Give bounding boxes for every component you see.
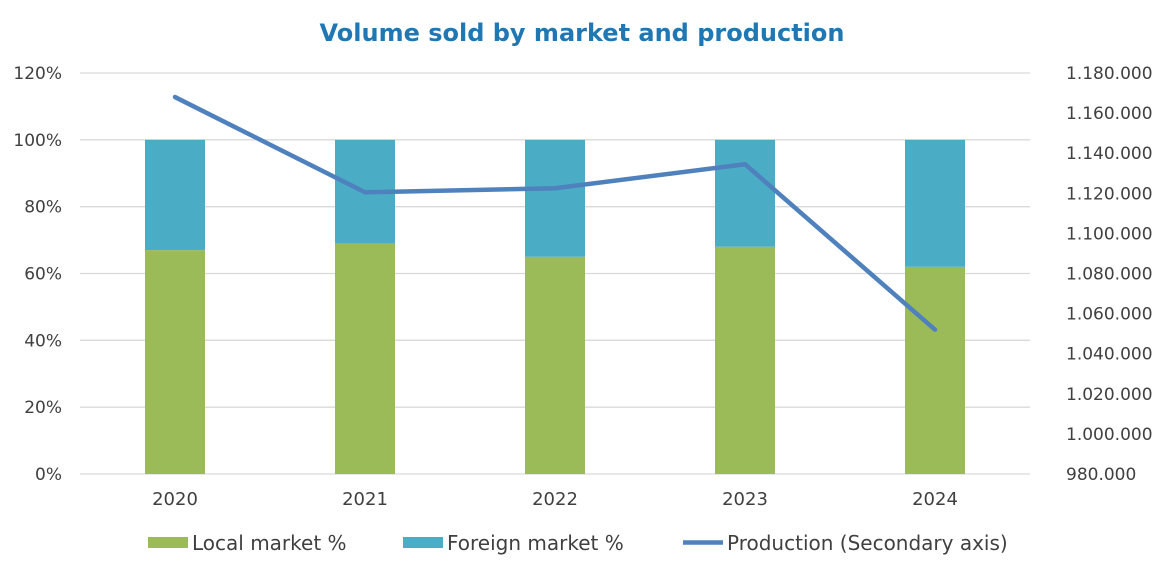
legend-label: Production (Secondary axis) [727, 531, 1008, 555]
bar-local-market [715, 246, 775, 474]
y-primary-tick-label: 0% [35, 465, 62, 485]
y-secondary-tick-label: 1.100.000 [1066, 224, 1153, 244]
y-primary-tick-label: 40% [24, 331, 62, 351]
x-axis: 2020 2021 2022 2023 2024 [152, 489, 958, 510]
legend-swatch [403, 537, 443, 548]
production-line [172, 94, 938, 332]
y-secondary-tick-label: 1.060.000 [1066, 305, 1153, 325]
x-tick-label: 2024 [912, 489, 958, 510]
x-tick-label: 2022 [532, 489, 578, 510]
bar-foreign-market [145, 139, 205, 251]
secondary-y-axis: 980.000 1.000.000 1.020.000 1.040.000 1.060.… [1066, 64, 1153, 485]
x-tick-label: 2021 [342, 489, 388, 510]
x-tick-label: 2023 [722, 489, 768, 510]
production-line-layer [172, 94, 938, 332]
legend-swatch [148, 537, 188, 548]
y-secondary-tick-label: 1.180.000 [1066, 64, 1153, 84]
y-secondary-tick-label: 980.000 [1066, 465, 1136, 485]
y-primary-tick-label: 120% [13, 64, 62, 84]
y-secondary-tick-label: 1.020.000 [1066, 385, 1153, 405]
y-secondary-tick-label: 1.000.000 [1066, 425, 1153, 445]
legend-label: Foreign market % [447, 531, 624, 555]
legend-label: Local market % [192, 531, 347, 555]
bar-local-market [905, 266, 965, 474]
bar-local-market [145, 250, 205, 474]
y-secondary-tick-label: 1.160.000 [1066, 104, 1153, 124]
y-primary-tick-label: 80% [24, 198, 62, 218]
chart-title: Volume sold by market and production [320, 19, 845, 47]
y-secondary-tick-label: 1.120.000 [1066, 184, 1153, 204]
bar-foreign-market [715, 139, 775, 247]
y-primary-tick-label: 60% [24, 265, 62, 285]
y-secondary-tick-label: 1.080.000 [1066, 265, 1153, 285]
bar-local-market [525, 256, 585, 474]
y-secondary-tick-label: 1.140.000 [1066, 144, 1153, 164]
bar-foreign-market [905, 139, 965, 267]
legend: Local market % Foreign market % Production… [148, 531, 1008, 555]
x-tick-label: 2020 [152, 489, 198, 510]
primary-y-axis: 0% 20% 40% 60% 80% 100% 120% [13, 64, 62, 485]
y-secondary-tick-label: 1.040.000 [1066, 345, 1153, 365]
y-primary-tick-label: 20% [24, 398, 62, 418]
bar-foreign-market [525, 139, 585, 257]
y-primary-tick-label: 100% [13, 131, 62, 151]
bar-local-market [335, 243, 395, 474]
